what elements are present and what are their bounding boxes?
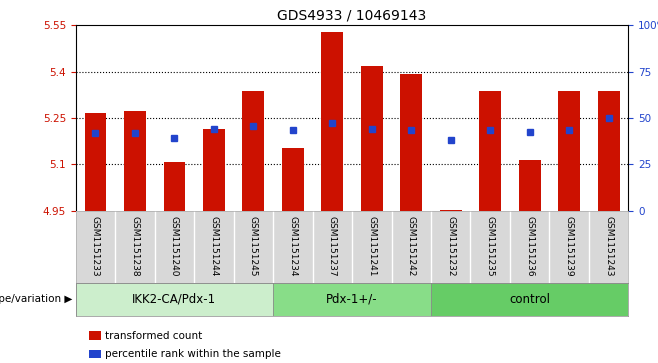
Bar bbox=[124, 111, 146, 211]
Bar bbox=[84, 113, 107, 211]
Text: GSM1151232: GSM1151232 bbox=[446, 216, 455, 277]
Bar bbox=[322, 32, 343, 211]
Bar bbox=[598, 91, 620, 211]
Bar bbox=[243, 91, 265, 211]
Bar bbox=[203, 129, 225, 211]
Bar bbox=[282, 148, 304, 211]
Text: GSM1151239: GSM1151239 bbox=[565, 216, 574, 277]
Text: GSM1151240: GSM1151240 bbox=[170, 216, 179, 277]
Bar bbox=[431, 283, 628, 316]
Text: GSM1151243: GSM1151243 bbox=[604, 216, 613, 277]
Text: GSM1151238: GSM1151238 bbox=[130, 216, 139, 277]
Text: GSM1151234: GSM1151234 bbox=[288, 216, 297, 277]
Text: GSM1151237: GSM1151237 bbox=[328, 216, 337, 277]
Text: IKK2-CA/Pdx-1: IKK2-CA/Pdx-1 bbox=[132, 293, 216, 306]
Text: Pdx-1+/-: Pdx-1+/- bbox=[326, 293, 378, 306]
Text: GSM1151241: GSM1151241 bbox=[367, 216, 376, 277]
Bar bbox=[76, 283, 273, 316]
Title: GDS4933 / 10469143: GDS4933 / 10469143 bbox=[278, 9, 426, 23]
Bar bbox=[519, 160, 541, 211]
Bar bbox=[401, 74, 422, 211]
Text: GSM1151244: GSM1151244 bbox=[209, 216, 218, 277]
Text: GSM1151242: GSM1151242 bbox=[407, 216, 416, 277]
Text: percentile rank within the sample: percentile rank within the sample bbox=[105, 349, 281, 359]
Bar bbox=[164, 162, 186, 211]
Text: GSM1151233: GSM1151233 bbox=[91, 216, 100, 277]
Bar bbox=[440, 210, 462, 211]
Bar bbox=[361, 65, 383, 211]
Bar bbox=[273, 283, 431, 316]
Text: GSM1151236: GSM1151236 bbox=[525, 216, 534, 277]
Bar bbox=[480, 91, 501, 211]
Text: GSM1151245: GSM1151245 bbox=[249, 216, 258, 277]
Text: control: control bbox=[509, 293, 550, 306]
Text: transformed count: transformed count bbox=[105, 331, 203, 341]
Bar bbox=[559, 91, 580, 211]
Text: genotype/variation ▶: genotype/variation ▶ bbox=[0, 294, 72, 305]
Text: GSM1151235: GSM1151235 bbox=[486, 216, 495, 277]
